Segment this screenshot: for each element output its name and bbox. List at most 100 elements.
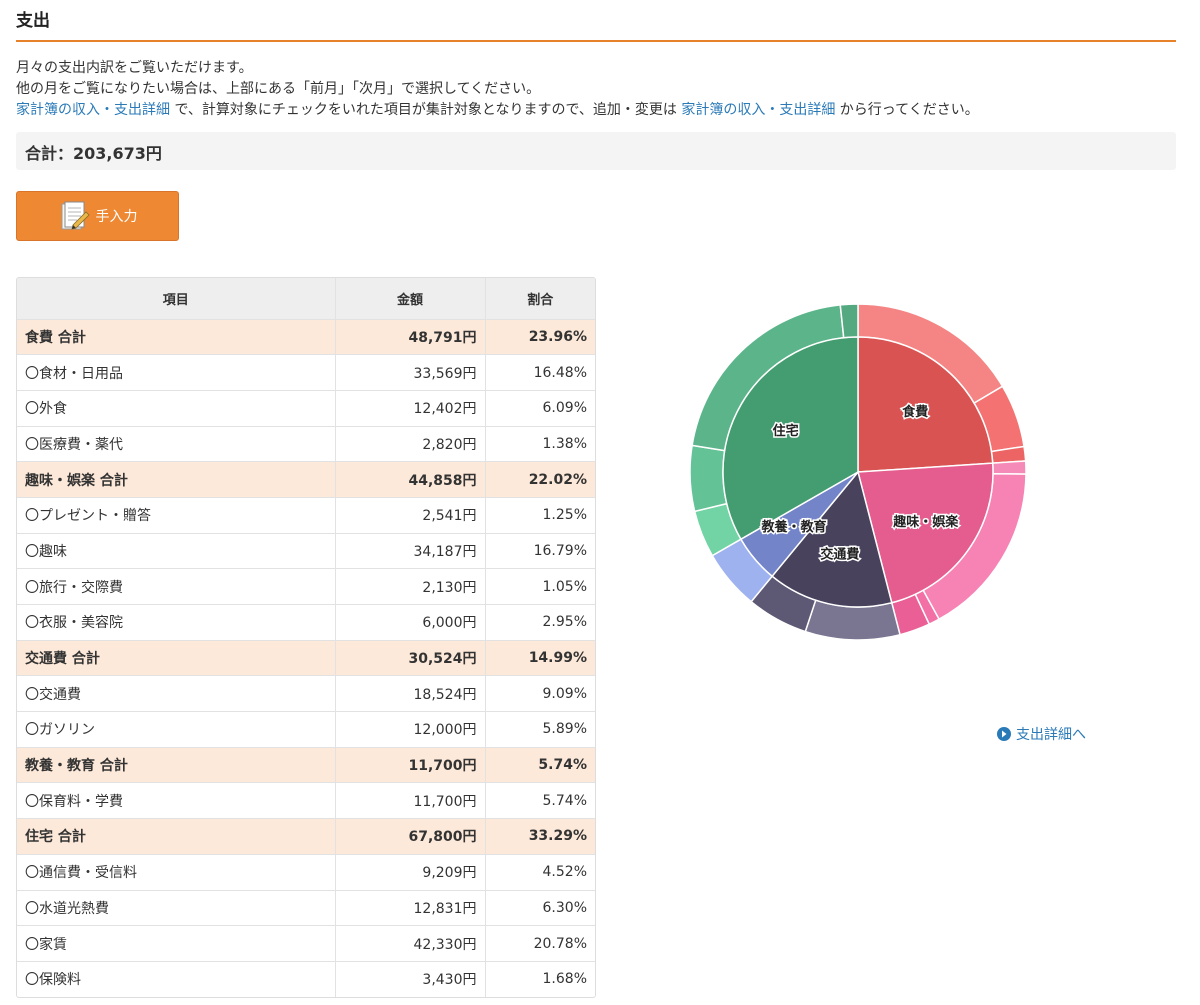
- row-amount: 18,524円: [334, 675, 485, 713]
- income-expense-detail-link-2[interactable]: 家計簿の収入・支出詳細: [681, 102, 836, 118]
- description-line-3: 家計簿の収入・支出詳細 で、計算対象にチェックをいれた項目が集計対象となりますの…: [16, 100, 1186, 121]
- row-amount: 2,820円: [334, 426, 485, 463]
- table-row: 〇ガソリン 12,000円 5.89%: [17, 711, 595, 748]
- description-mid-text: で、計算対象にチェックをいれた項目が集計対象となりますので、追加・変更は: [170, 102, 682, 118]
- row-amount: 48,791円: [334, 319, 485, 356]
- table-row: 〇衣服・美容院 6,000円 2.95%: [17, 604, 595, 641]
- expense-detail-link-label: 支出詳細へ: [1016, 727, 1086, 743]
- row-ratio: 20.78%: [484, 925, 595, 962]
- pie-outer-slice: [991, 460, 1027, 475]
- row-amount: 12,000円: [334, 711, 485, 748]
- row-amount: 67,800円: [334, 818, 485, 855]
- description-tail-text: から行ってください。: [835, 102, 979, 118]
- row-amount: 34,187円: [334, 533, 485, 570]
- row-amount: 11,700円: [334, 747, 485, 784]
- description-line-2: 他の月をご覧になりたい場合は、上部にある「前月」「次月」で選択してください。: [16, 81, 541, 97]
- row-ratio: 6.09%: [484, 390, 595, 427]
- total-box: 合計：203,673円: [16, 132, 1176, 170]
- table-header-row: 項目 金額 割合: [17, 278, 595, 320]
- table-group-row: 交通費 合計 30,524円 14.99%: [17, 640, 595, 677]
- table-row: 〇プレゼント・贈答 2,541円 1.25%: [17, 497, 595, 534]
- row-amount: 2,541円: [334, 497, 485, 534]
- row-amount: 6,000円: [334, 604, 485, 641]
- row-ratio: 4.52%: [484, 854, 595, 891]
- row-name: 〇水道光熱費: [17, 890, 335, 927]
- row-name: 教養・教育 合計: [17, 747, 335, 784]
- row-ratio: 6.30%: [484, 890, 595, 927]
- row-name: 〇外食: [17, 390, 335, 427]
- table-row: 〇保育料・学費 11,700円 5.74%: [17, 782, 595, 820]
- description: 月々の支出内訳をご覧いただけます。 他の月をご覧になりたい場合は、上部にある「前…: [16, 58, 1186, 121]
- page-header: 支出: [16, 10, 1176, 42]
- pie-outer-slice: [839, 303, 859, 339]
- row-amount: 3,430円: [334, 961, 485, 998]
- table-row: 〇趣味 34,187円 16.79%: [17, 533, 595, 570]
- row-ratio: 1.38%: [484, 426, 595, 463]
- row-amount: 30,524円: [334, 640, 485, 677]
- header-item: 項目: [17, 278, 335, 320]
- row-ratio: 9.09%: [484, 675, 595, 713]
- manual-input-label: 手入力: [95, 209, 138, 225]
- row-name: 〇食材・日用品: [17, 354, 335, 391]
- row-name: 〇家賃: [17, 925, 335, 962]
- row-ratio: 14.99%: [484, 640, 595, 677]
- pie-slice-label: 趣味・娯楽: [892, 514, 959, 530]
- row-name: 〇旅行・交際費: [17, 568, 335, 605]
- total-label: 合計：203,673円: [25, 144, 162, 163]
- row-name: 〇保険料: [25, 972, 81, 989]
- description-line-1: 月々の支出内訳をご覧いただけます。: [16, 60, 253, 76]
- memo-pencil-icon: [58, 199, 90, 233]
- pie-inner-slice: [857, 336, 994, 473]
- pie-inner-slice: [857, 462, 994, 604]
- pie-slice-label: 食費: [902, 404, 928, 420]
- row-amount: 12,402円: [334, 390, 485, 427]
- table-group-row: 住宅 合計 67,800円 33.29%: [17, 818, 595, 855]
- row-ratio: 22.02%: [484, 461, 595, 498]
- row-name: 〇衣服・美容院: [17, 604, 335, 641]
- pie-slice-label: 交通費: [820, 547, 859, 563]
- row-name: 〇交通費: [17, 675, 335, 713]
- table-group-row: 教養・教育 合計 11,700円 5.74%: [17, 747, 595, 784]
- row-name: 〇通信費・受信料: [17, 854, 335, 891]
- row-amount: 2,130円: [334, 568, 485, 605]
- row-amount: 9,209円: [334, 854, 485, 891]
- table-row: 〇通信費・受信料 9,209円 4.52%: [17, 854, 595, 891]
- row-ratio: 5.89%: [484, 711, 595, 748]
- table-row: 〇交通費 18,524円 9.09%: [17, 675, 595, 713]
- table-row: 〇食材・日用品 33,569円 16.48%: [17, 354, 595, 391]
- row-ratio: 16.48%: [484, 354, 595, 391]
- pie-slice-label: 教養・教育: [761, 519, 827, 535]
- circle-arrow-right-icon: [997, 727, 1011, 741]
- header-ratio: 割合: [484, 278, 595, 320]
- row-ratio: 5.74%: [484, 747, 595, 784]
- pie-slice-label: 住宅: [773, 423, 799, 439]
- table-group-row: 趣味・娯楽 合計 44,858円 22.02%: [17, 461, 595, 498]
- table-row: 〇保険料 3,430円 1.68%: [17, 961, 595, 998]
- expense-detail-link[interactable]: 支出詳細へ: [997, 724, 1086, 744]
- row-amount: 44,858円: [334, 461, 485, 498]
- manual-input-button[interactable]: 手入力: [16, 191, 179, 241]
- header-amount: 金額: [334, 278, 485, 320]
- expense-pie-chart: 食費趣味・娯楽交通費 教養・教育 住宅: [680, 295, 1040, 655]
- row-ratio: 1.68%: [484, 961, 595, 998]
- row-ratio: 1.05%: [484, 568, 595, 605]
- row-name: 住宅 合計: [17, 818, 335, 855]
- table-row: 〇水道光熱費 12,831円 6.30%: [17, 890, 595, 927]
- row-name: 〇医療費・薬代: [17, 426, 335, 463]
- row-name: 〇趣味: [17, 533, 335, 570]
- table-row: 〇旅行・交際費 2,130円 1.05%: [17, 568, 595, 605]
- page-title: 支出: [16, 11, 50, 31]
- income-expense-detail-link-1[interactable]: 家計簿の収入・支出詳細: [16, 102, 170, 118]
- row-amount: 33,569円: [334, 354, 485, 391]
- row-name: 食費 合計: [17, 319, 335, 356]
- row-name: 交通費 合計: [17, 640, 335, 677]
- row-ratio: 23.96%: [484, 319, 595, 356]
- row-ratio: 5.74%: [484, 782, 595, 820]
- pie-outer-slice: [689, 444, 728, 513]
- row-name: 〇ガソリン: [17, 711, 335, 748]
- table-row: 〇外食 12,402円 6.09%: [17, 390, 595, 427]
- expense-table: 項目 金額 割合 食費 合計 48,791円 23.96% 〇食材・日用品 33,569…: [16, 277, 596, 999]
- pie-inner-slice: [771, 470, 893, 608]
- pie-inner-slice: [722, 336, 859, 541]
